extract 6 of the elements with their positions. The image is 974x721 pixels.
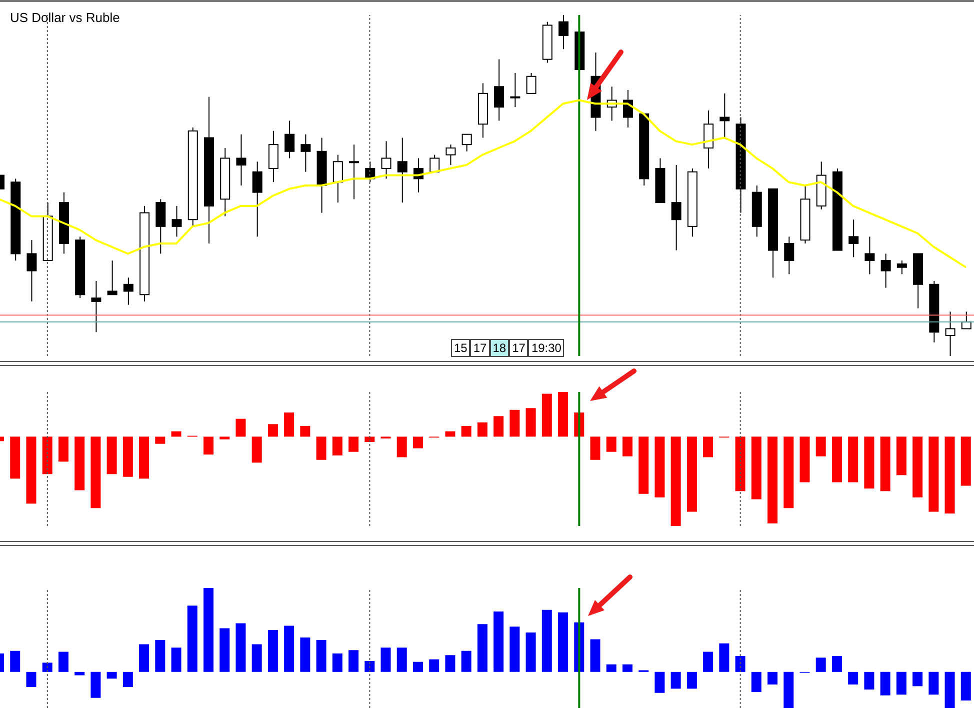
annotation: 15 bbox=[451, 339, 470, 357]
annotation: 18 bbox=[490, 339, 510, 357]
annotation: 19:30 bbox=[528, 339, 564, 357]
annotation: 17 bbox=[509, 339, 528, 357]
chart-title: US Dollar vs Ruble bbox=[10, 10, 120, 25]
annotation: 17 bbox=[470, 339, 490, 357]
